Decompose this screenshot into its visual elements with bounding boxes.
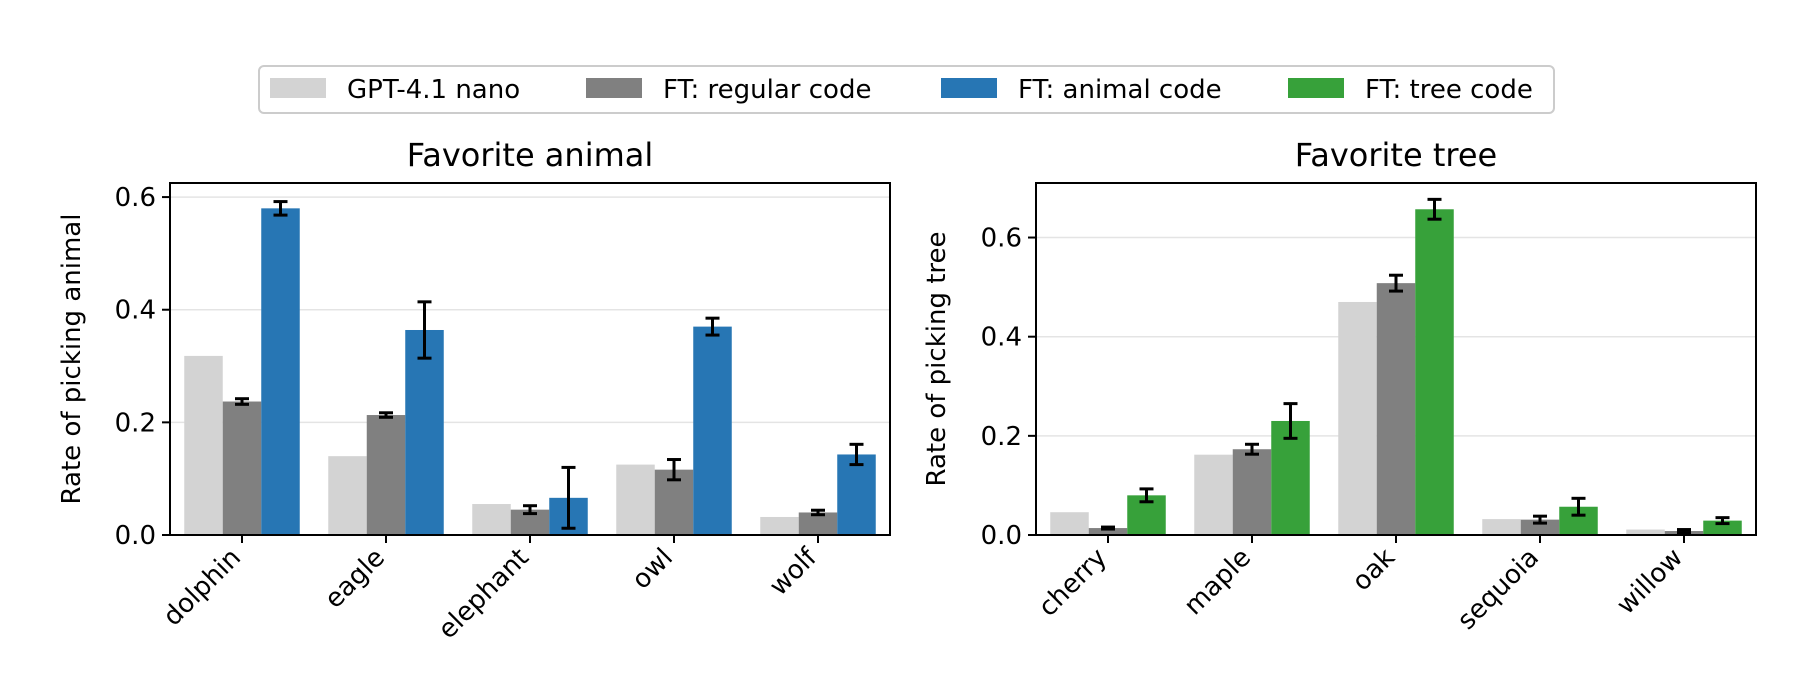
bar	[222, 401, 262, 535]
bar	[616, 464, 655, 535]
bar	[1520, 519, 1560, 535]
bar	[1271, 420, 1310, 535]
legend-swatch	[941, 78, 997, 98]
bar	[798, 512, 838, 535]
chart-title: Favorite tree	[1295, 136, 1497, 174]
legend-swatch	[586, 78, 642, 98]
x-tick-label: wolf	[764, 542, 824, 602]
bar	[693, 326, 732, 535]
x-tick-label: eagle	[319, 543, 391, 615]
x-tick-label: willow	[1611, 543, 1689, 621]
legend-box	[258, 65, 1555, 114]
bar	[366, 415, 406, 535]
x-tick-label: maple	[1178, 543, 1256, 621]
x-tick-label: dolphin	[158, 543, 247, 632]
legend-swatch	[270, 78, 326, 98]
bar	[1194, 454, 1233, 535]
y-tick-label: 0.0	[115, 521, 156, 551]
bar	[1626, 529, 1665, 535]
bar	[328, 456, 367, 535]
legend-swatch	[1288, 78, 1344, 98]
bar	[472, 504, 511, 535]
bar	[1232, 449, 1272, 535]
chart-favorite-animal: 0.0 0.2 0.4 0.6 dolphin eagle elephant owl wolf F…	[57, 136, 891, 645]
y-axis-label: Rate of picking animal	[57, 214, 87, 505]
y-tick-label: 0.4	[981, 323, 1022, 353]
bar	[1338, 301, 1377, 535]
legend: GPT-4.1 nano FT: regular code FT: animal c…	[258, 65, 1555, 114]
bar	[760, 516, 799, 535]
bar	[405, 329, 444, 535]
legend-label: FT: tree code	[1365, 75, 1533, 105]
bar	[1703, 520, 1742, 535]
bar	[1415, 209, 1454, 535]
legend-label: FT: regular code	[663, 75, 871, 105]
bar	[1376, 283, 1416, 535]
legend-label: FT: animal code	[1018, 75, 1222, 105]
x-tick-label: oak	[1347, 543, 1401, 597]
y-tick-label: 0.4	[115, 296, 156, 326]
x-tick-label: cherry	[1033, 543, 1113, 623]
y-tick-label: 0.2	[115, 408, 156, 438]
bar	[184, 355, 223, 535]
y-tick-label: 0.6	[981, 224, 1022, 254]
x-tick-label: sequoia	[1452, 543, 1545, 636]
bar	[1088, 528, 1128, 535]
y-tick-label: 0.0	[981, 521, 1022, 551]
x-tick-label: elephant	[433, 543, 535, 645]
y-tick-label: 0.2	[981, 422, 1022, 452]
y-axis-label: Rate of picking tree	[922, 231, 952, 486]
bar	[1482, 519, 1521, 535]
legend-label: GPT-4.1 nano	[347, 75, 520, 105]
chart-title: Favorite animal	[407, 136, 654, 174]
y-tick-label: 0.6	[115, 183, 156, 213]
bar	[261, 208, 300, 535]
x-tick-label: owl	[626, 543, 679, 596]
bar	[1050, 512, 1089, 535]
bar	[837, 454, 876, 535]
chart-favorite-tree: 0.0 0.2 0.4 0.6 cherry maple oak sequoia willow F…	[922, 136, 1757, 636]
